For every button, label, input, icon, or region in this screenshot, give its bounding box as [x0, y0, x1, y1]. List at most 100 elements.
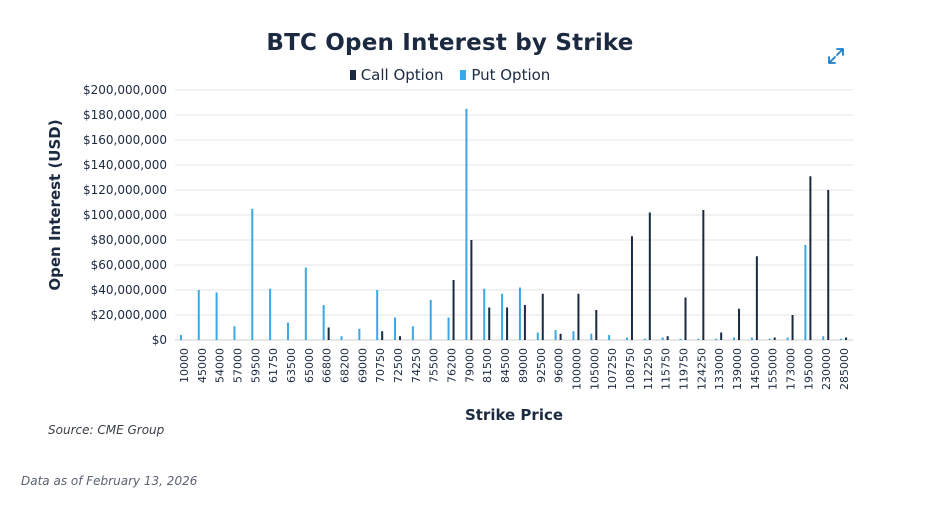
bar-call [559, 333, 562, 340]
legend-item-call[interactable]: Call Option [349, 66, 444, 84]
x-tick-label: 133000 [713, 348, 726, 390]
x-tick-label: 72500 [392, 348, 405, 383]
y-tick-label: $40,000,000 [91, 283, 167, 297]
bar-put [518, 287, 521, 340]
bar-call [720, 332, 723, 340]
bar-call [666, 336, 669, 340]
x-tick-label: 65000 [303, 348, 316, 383]
bar-put [643, 338, 646, 340]
expand-icon[interactable] [826, 46, 846, 66]
legend-swatch-put [460, 70, 467, 80]
bar-call [541, 293, 544, 340]
x-tick-label: 155000 [767, 348, 780, 390]
x-tick-label: 79000 [463, 348, 476, 383]
bar-put [750, 337, 753, 340]
bar-put [358, 328, 361, 340]
bar-call [577, 293, 580, 340]
bar-call [827, 190, 830, 340]
y-tick-label: $100,000,000 [83, 208, 167, 222]
bar-call [595, 310, 598, 340]
bar-put [286, 322, 289, 340]
bar-call [738, 308, 741, 340]
bar-call [523, 305, 526, 340]
bar-call [809, 176, 812, 340]
y-tick-label: $0 [152, 333, 167, 347]
bar-call [684, 297, 687, 340]
x-tick-label: 63500 [285, 348, 298, 383]
bar-put [411, 326, 414, 340]
x-tick-label: 115750 [660, 348, 673, 390]
legend-label-call: Call Option [360, 66, 444, 84]
bar-put [697, 338, 700, 340]
x-tick-label: 10000 [178, 348, 191, 383]
x-tick-label: 74250 [410, 348, 423, 383]
bar-call [702, 210, 705, 340]
bar-call [452, 280, 455, 340]
x-tick-label: 45000 [196, 348, 209, 383]
x-tick-label: 69000 [356, 348, 369, 383]
y-tick-label: $60,000,000 [91, 258, 167, 272]
y-tick-label: $80,000,000 [91, 233, 167, 247]
bar-put [822, 336, 825, 340]
x-tick-label: 105000 [588, 348, 601, 390]
x-tick-label: 68200 [339, 348, 352, 383]
x-tick-label: 195000 [802, 348, 815, 390]
x-tick-label: 145000 [749, 348, 762, 390]
bar-call [773, 337, 776, 340]
bar-put [840, 338, 843, 340]
bar-call [630, 236, 633, 340]
x-tick-label: 108750 [624, 348, 637, 390]
bar-put [215, 292, 218, 340]
x-tick-label: 57000 [231, 348, 244, 383]
bar-put [251, 208, 254, 340]
y-tick-label: $200,000,000 [83, 83, 167, 97]
legend-label-put: Put Option [471, 66, 551, 84]
chart-title: BTC Open Interest by Strike [266, 30, 634, 56]
x-tick-label: 96000 [553, 348, 566, 383]
x-tick-label: 84500 [499, 348, 512, 383]
bar-call [845, 337, 848, 340]
bar-call [488, 307, 491, 340]
source-note: Source: CME Group [48, 423, 165, 437]
x-tick-label: 119750 [678, 348, 691, 390]
legend-swatch-call [349, 70, 356, 80]
bar-put [768, 338, 771, 340]
bar-put [554, 330, 557, 340]
y-tick-label: $160,000,000 [83, 133, 167, 147]
bar-put [304, 267, 307, 340]
x-tick-label: 92500 [535, 348, 548, 383]
x-tick-label: 81500 [481, 348, 494, 383]
bar-put [394, 317, 397, 340]
x-tick-label: 76200 [446, 348, 459, 383]
x-tick-label: 124250 [695, 348, 708, 390]
bar-put [608, 335, 611, 340]
bar-put [590, 333, 593, 340]
bar-put [429, 300, 432, 340]
bar-put [501, 293, 504, 340]
bar-put [572, 331, 575, 340]
x-axis-title: Strike Price [465, 406, 563, 424]
date-note: Data as of February 13, 2026 [21, 474, 198, 488]
bar-call [755, 256, 758, 340]
bar-call [470, 240, 473, 340]
legend-item-put[interactable]: Put Option [460, 66, 550, 84]
x-tick-label: 89000 [517, 348, 530, 383]
y-tick-label: $180,000,000 [83, 108, 167, 122]
bar-call [399, 336, 402, 340]
bar-call [506, 307, 509, 340]
bar-put [786, 337, 789, 340]
x-tick-label: 54000 [214, 348, 227, 383]
bar-put [179, 335, 182, 340]
bar-call [381, 331, 384, 340]
x-tick-label: 230000 [820, 348, 833, 390]
x-tick-label: 59500 [249, 348, 262, 383]
x-tick-label: 70750 [374, 348, 387, 383]
bar-put [661, 337, 664, 340]
x-tick-label: 112250 [642, 348, 655, 390]
bar-put [269, 288, 272, 340]
bar-call [327, 327, 330, 340]
bar-put [733, 337, 736, 340]
x-tick-label: 100000 [570, 348, 583, 390]
bar-put [536, 332, 539, 340]
